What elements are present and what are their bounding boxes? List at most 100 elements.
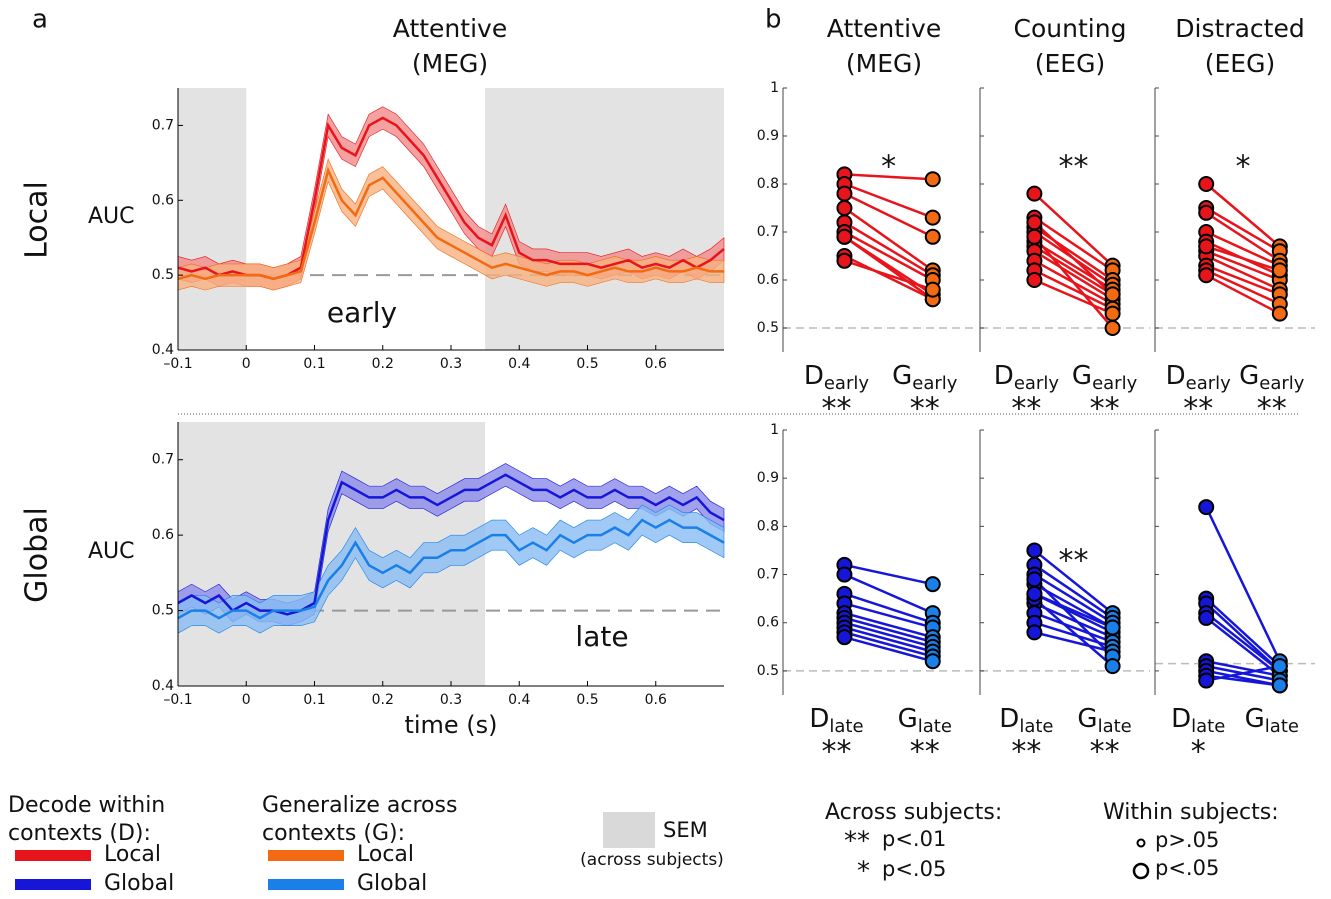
x-tick-label: –0.1 xyxy=(163,356,192,372)
x-tick-label: Gearly xyxy=(1072,361,1138,395)
legend-swatch xyxy=(15,850,91,861)
pair-line xyxy=(1205,245,1281,272)
x-tick-label: Glate xyxy=(1245,704,1299,738)
pair-line xyxy=(844,626,934,653)
annotation: late xyxy=(575,620,628,653)
subject-point xyxy=(924,228,941,245)
category-main: G xyxy=(1239,361,1259,391)
legend-text: Global xyxy=(104,871,174,896)
category-sub: late xyxy=(1098,716,1132,737)
legend-text: p>.05 xyxy=(1155,828,1219,852)
x-tick-label: 0.4 xyxy=(508,692,530,708)
subject-point xyxy=(1198,176,1215,192)
x-tick-label: 0.3 xyxy=(440,356,462,372)
subject-point xyxy=(1104,619,1121,636)
subject-point xyxy=(1104,286,1121,303)
x-tick-label: Dlate xyxy=(809,704,863,738)
pair-line xyxy=(1205,183,1281,248)
pair-line xyxy=(1205,211,1281,262)
significance: ** xyxy=(1059,544,1089,579)
y-tick-label: 0.5 xyxy=(757,320,779,336)
significance: * xyxy=(1191,735,1206,770)
legend-text: (across subjects) xyxy=(580,850,724,870)
x-axis-label: time (s) xyxy=(404,711,497,739)
pair-line xyxy=(1205,616,1281,677)
x-tick-label: Glate xyxy=(898,704,952,738)
subject-point xyxy=(1026,585,1043,602)
x-tick-label: Dearly xyxy=(804,361,870,395)
subject-point xyxy=(836,200,853,216)
auc-line xyxy=(177,473,725,616)
pair-line xyxy=(1033,597,1114,668)
category-main: D xyxy=(809,704,829,734)
y-tick-label: 0.7 xyxy=(757,567,779,583)
subject-point xyxy=(924,209,941,226)
pair-line xyxy=(1205,250,1281,282)
auc-line xyxy=(177,166,724,281)
y-axis-label: AUC xyxy=(88,204,135,229)
pair-line xyxy=(843,221,934,277)
significance: ** xyxy=(1183,392,1213,427)
significance: ** xyxy=(910,392,940,427)
y-tick-label: 0.9 xyxy=(757,470,779,486)
pair-line xyxy=(843,230,934,282)
subject-point xyxy=(924,653,941,670)
x-tick-label: Gearly xyxy=(1239,361,1305,395)
category-sub: late xyxy=(829,716,863,737)
annotation: early xyxy=(327,296,397,329)
y-tick-label: 0.7 xyxy=(757,224,779,240)
subject-point xyxy=(1198,609,1215,626)
y-tick-label: 0.8 xyxy=(757,176,779,192)
pair-line xyxy=(1205,660,1281,677)
pair-line xyxy=(1033,592,1114,629)
pair-line xyxy=(844,259,934,291)
category-main: D xyxy=(1171,704,1191,734)
subject-point xyxy=(1198,672,1215,689)
pair-line xyxy=(1033,611,1114,644)
column-title: (MEG) xyxy=(846,49,922,78)
subject-point xyxy=(1026,571,1043,588)
pair-line xyxy=(843,235,934,301)
legend-text: Across subjects: xyxy=(825,800,1002,825)
pair-line xyxy=(844,602,934,629)
subject-point xyxy=(836,228,853,245)
subject-point xyxy=(924,576,941,593)
row-label: Global xyxy=(20,507,55,603)
legend-marker xyxy=(1132,862,1150,880)
column-title: (EEG) xyxy=(1205,49,1275,78)
chart-title: (MEG) xyxy=(412,49,488,78)
category-sub: early xyxy=(1259,373,1305,394)
subject-point xyxy=(1104,305,1121,322)
auc-line xyxy=(177,518,725,620)
x-tick-label: 0 xyxy=(242,356,251,372)
y-tick-label: 0.7 xyxy=(152,117,174,133)
panel-letter: a xyxy=(32,5,48,35)
pair-line xyxy=(1205,206,1281,253)
pair-line xyxy=(843,206,934,272)
category-sub: early xyxy=(1186,373,1232,394)
pair-line xyxy=(1205,264,1281,296)
y-tick-label: 0.5 xyxy=(152,267,174,283)
sem-band xyxy=(177,158,725,291)
subject-point xyxy=(1026,542,1043,559)
pair-line xyxy=(1205,602,1281,672)
pair-line xyxy=(844,592,934,624)
pair-line xyxy=(1033,221,1114,296)
subject-point xyxy=(1026,214,1043,231)
column-title: Counting xyxy=(1014,14,1127,43)
pair-line xyxy=(1033,235,1114,329)
subject-point xyxy=(836,566,853,583)
x-tick-label: Dearly xyxy=(1166,361,1232,395)
y-tick-label: 1 xyxy=(770,422,779,438)
category-main: G xyxy=(1077,704,1097,734)
legend-swatch xyxy=(268,850,344,861)
legend-text: contexts (D): xyxy=(8,821,151,846)
category-sub: early xyxy=(912,373,958,394)
y-tick-label: 0.6 xyxy=(152,527,174,543)
significance: ** xyxy=(1257,392,1287,427)
subject-point xyxy=(1198,499,1215,516)
pair-line xyxy=(1205,664,1281,682)
significance: ** xyxy=(1011,735,1041,770)
category-sub: late xyxy=(1191,716,1225,737)
